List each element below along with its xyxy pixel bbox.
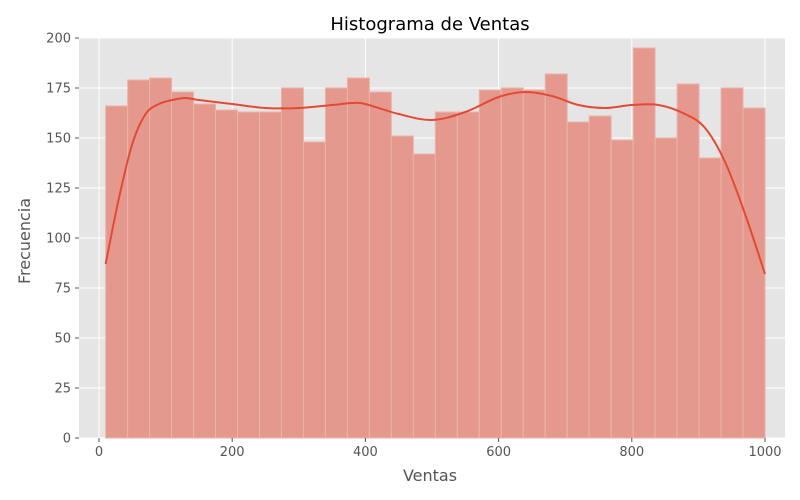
histogram-bar [500,87,524,439]
y-tick-label: 75 [54,282,71,297]
histogram-bar [368,91,392,439]
x-tick-label: 400 [353,445,378,460]
x-axis-label: Ventas [403,466,457,485]
histogram-bar [390,135,414,439]
histogram-bar [412,153,436,439]
histogram-bar [302,141,326,439]
histogram-bar [742,107,766,439]
y-tick-label: 125 [46,182,71,197]
histogram-bar [193,103,217,439]
histogram-bar [544,73,568,439]
y-tick-label: 100 [46,232,71,247]
y-tick-label: 25 [54,382,71,397]
histogram-bars [105,47,766,439]
histogram-bar [171,91,195,439]
histogram-bar [105,105,129,439]
histogram-bar [346,77,370,439]
y-axis-label: Frecuencia [15,198,34,284]
chart-title: Histograma de Ventas [330,14,529,35]
y-axis-ticks: 0 25 50 75 100 125 150 175 200 [46,32,79,447]
y-tick-label: 150 [46,132,71,147]
histogram-bar [610,139,634,439]
x-axis-ticks: 0 200 400 600 800 1000 [95,438,782,460]
histogram-bar [215,109,239,439]
x-tick-label: 1000 [748,445,781,460]
histogram-bar [280,87,304,439]
histogram-bar [654,137,678,439]
histogram-bar [676,83,700,439]
kde-curve-group [104,90,766,275]
histogram-bar [566,121,590,439]
x-tick-label: 800 [619,445,644,460]
histogram-bar [237,111,260,439]
x-tick-label: 200 [220,445,245,460]
x-tick-label: 600 [486,445,511,460]
histogram-bar [258,111,282,439]
y-tick-label: 200 [46,32,71,47]
x-tick-label: 0 [95,445,103,460]
histogram-bar [456,111,480,439]
y-tick-label: 175 [46,82,71,97]
histogram-bar [698,157,722,439]
histogram-bar [522,89,546,439]
histogram-bar [632,47,656,439]
histogram-bar [127,79,151,439]
histogram-bar [478,89,502,439]
histogram-bar [149,77,173,439]
kde-line [104,90,766,275]
y-tick-label: 0 [63,432,71,447]
histogram-bar [324,87,348,439]
histogram-bar [720,87,744,439]
histogram-bar [434,111,458,439]
y-tick-label: 50 [54,332,71,347]
histogram-bar [588,115,612,439]
